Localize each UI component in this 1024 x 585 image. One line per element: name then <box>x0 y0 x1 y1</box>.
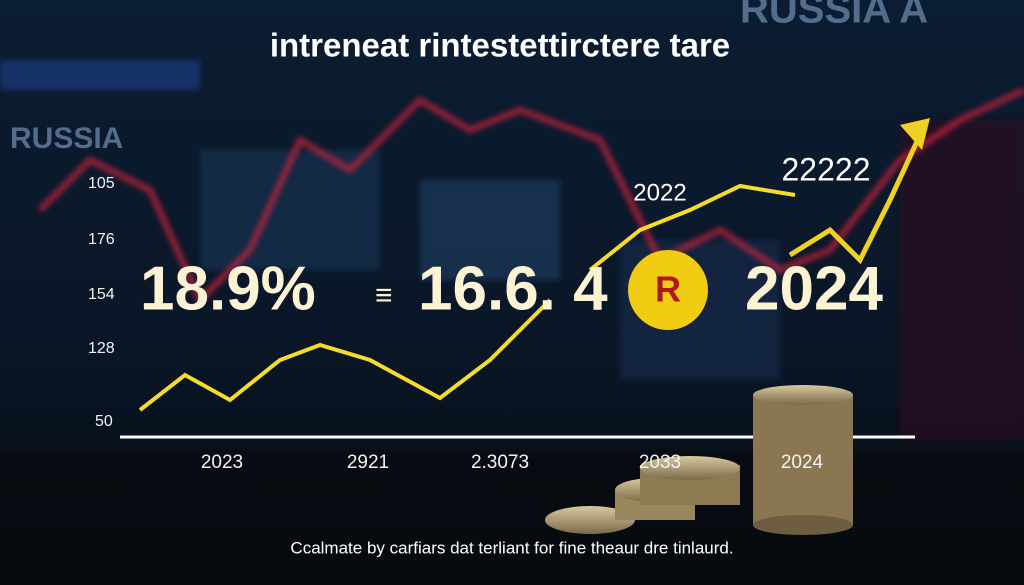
yellow-arrow-line <box>788 133 923 265</box>
red-trend-line <box>37 87 1024 306</box>
ruble-symbol: R <box>655 269 681 310</box>
headline-figure: 2024 <box>745 254 883 323</box>
coin-stacks <box>545 385 853 535</box>
background-label: RUSSIA A <box>740 0 928 32</box>
axis-label: 154 <box>88 286 115 303</box>
annotation: 2022 <box>633 179 686 206</box>
axis-label: 105 <box>88 175 115 192</box>
x-label: 2033 <box>639 452 681 473</box>
headline-figure: 18.9% <box>140 254 316 323</box>
yellow-line <box>588 183 796 272</box>
x-label: 2023 <box>201 452 243 473</box>
headline-figure: ≡ <box>375 279 393 312</box>
axis-label: 50 <box>95 413 113 430</box>
background-label: RUSSIA <box>10 122 123 155</box>
annotation: 22222 <box>782 151 871 187</box>
yellow-line <box>138 298 552 412</box>
headline-figure: 16.6. 4 <box>418 254 608 323</box>
x-label: 2.3073 <box>471 452 529 473</box>
axis-label: 176 <box>88 231 115 248</box>
title: intreneat rintestettirctere tare <box>270 27 730 64</box>
arrow-head <box>900 118 930 150</box>
x-label: 2921 <box>347 452 389 473</box>
x-label: 2024 <box>781 452 824 473</box>
floor <box>0 450 1024 585</box>
caption: Ccalmate by carfiars dat terliant for fi… <box>290 538 733 557</box>
ruble-badge <box>628 250 708 330</box>
axis-label: 128 <box>88 340 115 357</box>
